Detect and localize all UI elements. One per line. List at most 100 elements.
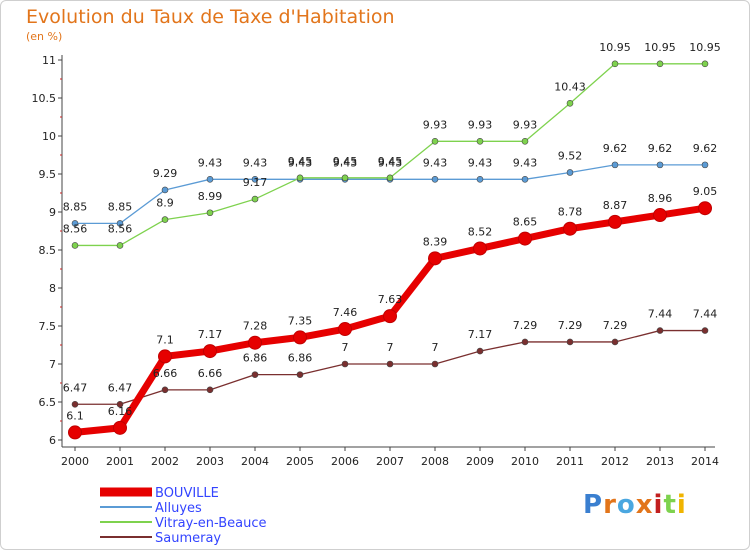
data-point bbox=[116, 242, 124, 249]
data-point bbox=[521, 338, 529, 346]
data-point bbox=[383, 309, 397, 324]
data-label: 9.93 bbox=[513, 118, 538, 131]
data-label: 6.66 bbox=[198, 367, 223, 380]
data-point bbox=[476, 138, 484, 145]
data-label: 10.95 bbox=[644, 41, 676, 54]
data-point bbox=[566, 338, 574, 346]
data-label: 7.35 bbox=[288, 314, 313, 327]
data-label: 8.65 bbox=[513, 216, 538, 229]
data-point bbox=[251, 371, 259, 378]
data-point bbox=[521, 138, 529, 145]
y-tick-label: 10 bbox=[42, 130, 56, 143]
data-label: 9.17 bbox=[243, 176, 268, 189]
data-point bbox=[476, 176, 484, 183]
y-tick-label: 9 bbox=[49, 206, 56, 219]
data-point bbox=[386, 174, 394, 182]
data-point bbox=[473, 241, 487, 256]
data-point bbox=[296, 174, 304, 182]
data-point bbox=[698, 201, 712, 216]
y-tick-label: 7.5 bbox=[39, 320, 57, 333]
data-label: 9.62 bbox=[603, 142, 628, 155]
data-point bbox=[161, 216, 169, 223]
data-point bbox=[293, 330, 307, 345]
data-point bbox=[71, 242, 79, 249]
x-tick-label: 2008 bbox=[421, 455, 449, 468]
y-tick-label: 8.5 bbox=[39, 244, 57, 257]
data-label: 8.56 bbox=[108, 222, 133, 235]
data-label: 9.29 bbox=[153, 167, 178, 180]
data-label: 9.43 bbox=[333, 156, 358, 169]
data-point bbox=[338, 322, 352, 337]
data-point bbox=[701, 161, 709, 169]
data-label: 10.95 bbox=[599, 41, 631, 54]
data-label: 7.29 bbox=[603, 319, 628, 332]
x-tick-label: 2002 bbox=[151, 455, 179, 468]
data-label: 8.85 bbox=[108, 200, 133, 213]
y-tick-label: 7 bbox=[49, 358, 56, 371]
data-point bbox=[251, 195, 259, 203]
proxiti-logo: Proxiti bbox=[583, 490, 687, 520]
data-point bbox=[113, 420, 127, 435]
chart-subtitle: (en %) bbox=[26, 30, 63, 43]
data-label: 8.9 bbox=[156, 197, 174, 210]
data-label: 7.46 bbox=[333, 306, 358, 319]
data-label: 9.45 bbox=[333, 155, 358, 168]
chart-title: Evolution du Taux de Taxe d'Habitation bbox=[26, 6, 395, 28]
data-label: 8.78 bbox=[558, 206, 583, 219]
data-label: 7 bbox=[342, 341, 349, 354]
x-tick-label: 2013 bbox=[646, 455, 674, 468]
data-label: 8.99 bbox=[198, 190, 223, 203]
data-label: 9.43 bbox=[468, 156, 493, 169]
data-point bbox=[611, 161, 619, 169]
data-label: 6.47 bbox=[108, 381, 133, 394]
data-point bbox=[161, 386, 169, 394]
legend-label: BOUVILLE bbox=[155, 486, 219, 501]
data-point bbox=[386, 360, 394, 368]
data-point bbox=[206, 176, 214, 183]
y-tick-label: 6.5 bbox=[39, 396, 57, 409]
data-label: 6.86 bbox=[243, 352, 268, 365]
x-tick-label: 2014 bbox=[691, 455, 719, 468]
data-point bbox=[656, 60, 664, 68]
data-label: 8.96 bbox=[648, 192, 673, 205]
data-label: 9.52 bbox=[558, 149, 583, 162]
data-point bbox=[608, 214, 622, 229]
data-label: 7.63 bbox=[378, 293, 403, 306]
x-tick-label: 2007 bbox=[376, 455, 404, 468]
data-label: 9.93 bbox=[468, 118, 493, 131]
data-label: 8.56 bbox=[63, 222, 88, 235]
legend-label: Vitray-en-Beauce bbox=[155, 516, 267, 531]
data-label: 9.43 bbox=[288, 156, 313, 169]
data-label: 8.87 bbox=[603, 199, 628, 212]
data-label: 7 bbox=[432, 341, 439, 354]
data-point bbox=[161, 186, 169, 194]
data-point bbox=[431, 176, 439, 183]
data-label: 8.39 bbox=[423, 235, 448, 248]
data-label: 10.43 bbox=[554, 80, 586, 93]
y-tick-label: 9.5 bbox=[39, 168, 57, 181]
data-label: 9.62 bbox=[648, 142, 673, 155]
data-point bbox=[206, 209, 214, 217]
data-point bbox=[611, 338, 619, 346]
data-point bbox=[653, 208, 667, 223]
data-label: 7.44 bbox=[648, 308, 673, 321]
data-point bbox=[518, 231, 532, 246]
data-label: 9.43 bbox=[378, 156, 403, 169]
data-point bbox=[71, 220, 79, 227]
data-label: 7.44 bbox=[693, 308, 718, 321]
data-point bbox=[656, 327, 664, 334]
data-point bbox=[476, 347, 484, 355]
data-label: 10.95 bbox=[689, 41, 721, 54]
data-point bbox=[116, 220, 124, 227]
x-tick-label: 2003 bbox=[196, 455, 224, 468]
data-label: 9.45 bbox=[288, 155, 313, 168]
x-tick-label: 2001 bbox=[106, 455, 134, 468]
x-tick-label: 2004 bbox=[241, 455, 269, 468]
data-point bbox=[701, 327, 709, 334]
data-label: 7.29 bbox=[513, 319, 538, 332]
data-label: 7.1 bbox=[156, 333, 174, 346]
data-label: 6.47 bbox=[63, 381, 88, 394]
data-point bbox=[68, 425, 82, 440]
